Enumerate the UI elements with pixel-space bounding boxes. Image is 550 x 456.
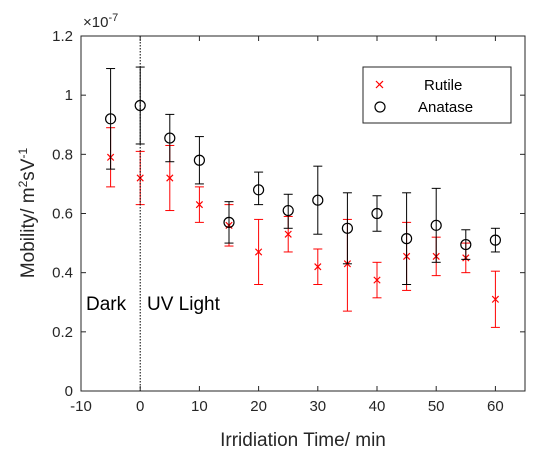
- anatase-point: [341, 222, 353, 234]
- x-tick-label: 50: [428, 398, 445, 415]
- anatase-error-bar: [490, 227, 500, 253]
- anatase-error-bar: [402, 192, 412, 285]
- anatase-point: [312, 194, 324, 206]
- y-label-sup-neg1: -1: [16, 148, 30, 159]
- legend-label-anatase: Anatase: [418, 99, 473, 116]
- uv-light-annotation: UV Light: [147, 294, 221, 315]
- y-label-main: Mobility/ m: [18, 187, 39, 278]
- y-tick-label: 0: [65, 383, 73, 400]
- x-tick-label: -10: [70, 398, 92, 415]
- anatase-point: [253, 184, 265, 196]
- x-tick-label: 0: [136, 398, 144, 415]
- anatase-error-bar: [313, 165, 323, 235]
- rutile-point: [373, 276, 381, 284]
- anatase-point: [430, 219, 442, 231]
- anatase-point: [193, 154, 205, 166]
- rutile-point: [195, 201, 204, 209]
- y-multiplier: ×10-7: [83, 12, 118, 31]
- legend-box: [362, 66, 512, 124]
- rutile-point: [254, 248, 263, 256]
- legend-marker-anatase: [374, 101, 386, 113]
- y-tick-label: 0.4: [52, 265, 73, 282]
- anatase-error-bar: [224, 201, 234, 244]
- anatase-point: [104, 113, 117, 125]
- anatase-point: [489, 234, 501, 246]
- y-tick-label: 0.6: [52, 206, 73, 223]
- anatase-point: [371, 207, 383, 220]
- anatase-point: [460, 238, 472, 251]
- legend-marker-rutile: [375, 80, 384, 89]
- rutile-point: [491, 295, 500, 303]
- anatase-error-bar: [165, 113, 175, 163]
- y-multiplier-exp: -7: [108, 12, 118, 24]
- anatase-error-bar: [283, 193, 293, 229]
- x-tick-label: 40: [369, 398, 386, 415]
- y-axis-label: Mobility/ m2sV-1: [16, 148, 39, 279]
- y-multiplier-base: ×10: [83, 14, 108, 31]
- legend-label-rutile: Rutile: [424, 77, 462, 94]
- anatase-point: [282, 204, 294, 217]
- legend: Rutile Anatase: [362, 66, 512, 124]
- y-tick-label: 0.8: [52, 146, 73, 163]
- anatase-error-bar: [372, 195, 382, 232]
- anatase-error-bar: [254, 171, 264, 206]
- anatase-point: [164, 132, 176, 144]
- anatase-point: [401, 233, 413, 245]
- anatase-point: [223, 216, 235, 228]
- anatase-error-bar: [342, 192, 352, 265]
- series-anatase: [104, 66, 501, 285]
- y-label-sup-2: 2: [16, 180, 30, 187]
- rutile-point: [314, 263, 322, 271]
- x-tick-label: 20: [250, 398, 267, 415]
- anatase-error-bar: [431, 187, 441, 263]
- dark-annotation: Dark: [86, 294, 127, 315]
- x-axis-label: Irridiation Time/ min: [220, 430, 386, 451]
- y-tick-label: 1.2: [52, 28, 73, 45]
- anatase-error-bar: [194, 136, 204, 185]
- x-tick-label: 30: [309, 398, 326, 415]
- y-tick-label: 0.2: [52, 324, 73, 341]
- x-tick-label: 10: [191, 398, 208, 415]
- anatase-error-bar: [106, 68, 116, 170]
- y-label-unit: sV: [18, 158, 39, 181]
- anatase-point: [134, 99, 146, 112]
- rutile-point: [284, 230, 292, 238]
- x-tick-label: 60: [487, 398, 504, 415]
- anatase-error-bar: [461, 229, 471, 260]
- rutile-point: [166, 174, 174, 182]
- y-tick-label: 1: [65, 87, 73, 104]
